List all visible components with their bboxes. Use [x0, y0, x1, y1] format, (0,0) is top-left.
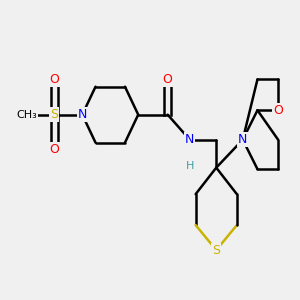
Text: N: N [78, 108, 87, 121]
Text: S: S [212, 244, 220, 256]
Text: O: O [273, 104, 283, 117]
Text: CH₃: CH₃ [16, 110, 37, 120]
Text: N: N [185, 133, 194, 146]
Text: O: O [50, 143, 59, 157]
Text: N: N [238, 133, 248, 146]
Text: H: H [186, 161, 194, 171]
Text: O: O [163, 73, 172, 86]
Text: O: O [50, 73, 59, 86]
Text: S: S [50, 108, 58, 121]
